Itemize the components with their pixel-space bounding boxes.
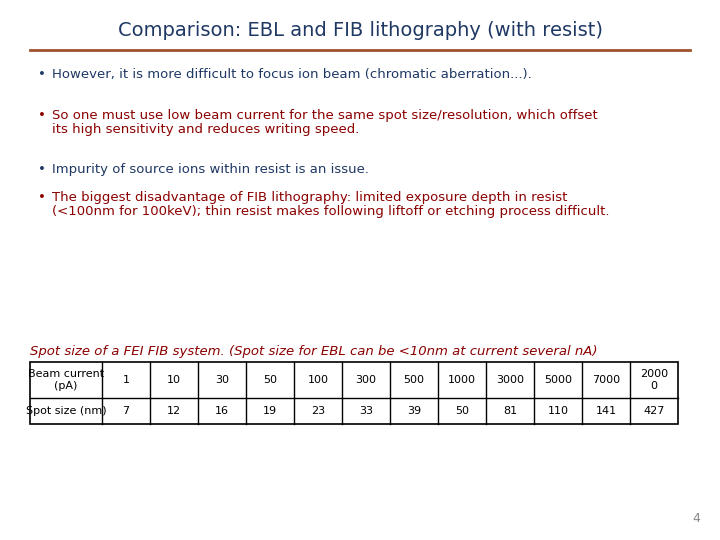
- Text: So one must use low beam current for the same spot size/resolution, which offset: So one must use low beam current for the…: [52, 109, 598, 122]
- Text: 110: 110: [547, 406, 569, 416]
- Text: 39: 39: [407, 406, 421, 416]
- Text: 16: 16: [215, 406, 229, 416]
- Text: (<100nm for 100keV); thin resist makes following liftoff or etching process diff: (<100nm for 100keV); thin resist makes f…: [52, 205, 610, 218]
- Text: 5000: 5000: [544, 375, 572, 385]
- Text: 4: 4: [692, 512, 700, 525]
- Text: 33: 33: [359, 406, 373, 416]
- Text: 1000: 1000: [448, 375, 476, 385]
- Text: Comparison: EBL and FIB lithography (with resist): Comparison: EBL and FIB lithography (wit…: [117, 21, 603, 39]
- Text: 100: 100: [307, 375, 328, 385]
- Text: •: •: [38, 191, 46, 204]
- Text: 2000
0: 2000 0: [640, 369, 668, 391]
- Text: Beam current
(pA): Beam current (pA): [28, 369, 104, 391]
- Text: 500: 500: [403, 375, 425, 385]
- Text: 12: 12: [167, 406, 181, 416]
- Text: Impurity of source ions within resist is an issue.: Impurity of source ions within resist is…: [52, 163, 369, 176]
- Text: 50: 50: [263, 375, 277, 385]
- Text: 7000: 7000: [592, 375, 620, 385]
- Text: its high sensitivity and reduces writing speed.: its high sensitivity and reduces writing…: [52, 123, 359, 136]
- Text: 50: 50: [455, 406, 469, 416]
- Bar: [30, 362, 678, 424]
- Text: 3000: 3000: [496, 375, 524, 385]
- Text: •: •: [38, 68, 46, 81]
- Text: •: •: [38, 163, 46, 176]
- Text: 141: 141: [595, 406, 616, 416]
- Text: Spot size (nm): Spot size (nm): [26, 406, 107, 416]
- Text: 30: 30: [215, 375, 229, 385]
- Text: 1: 1: [122, 375, 130, 385]
- Text: 300: 300: [356, 375, 377, 385]
- Text: 10: 10: [167, 375, 181, 385]
- Text: Spot size of a FEI FIB system. (Spot size for EBL can be <10nm at current severa: Spot size of a FEI FIB system. (Spot siz…: [30, 345, 598, 358]
- Text: 7: 7: [122, 406, 130, 416]
- Text: 23: 23: [311, 406, 325, 416]
- Text: 19: 19: [263, 406, 277, 416]
- Text: 427: 427: [643, 406, 665, 416]
- Text: 81: 81: [503, 406, 517, 416]
- Text: However, it is more difficult to focus ion beam (chromatic aberration...).: However, it is more difficult to focus i…: [52, 68, 532, 81]
- Text: •: •: [38, 109, 46, 122]
- Text: The biggest disadvantage of FIB lithography: limited exposure depth in resist: The biggest disadvantage of FIB lithogra…: [52, 191, 567, 204]
